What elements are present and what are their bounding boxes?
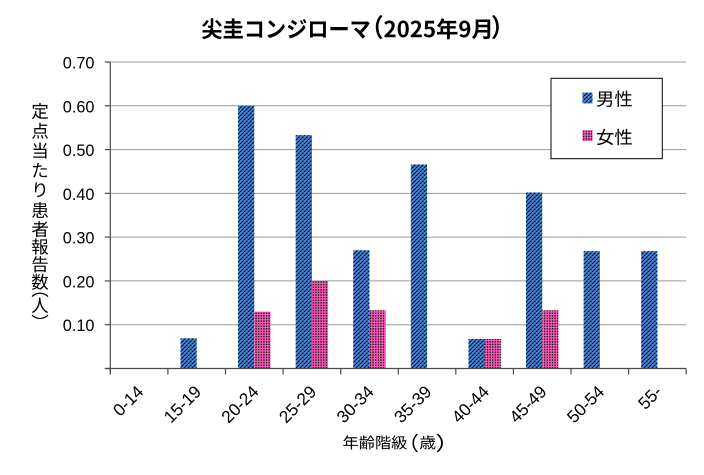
svg-text:0.10: 0.10 (63, 317, 95, 335)
svg-text:0.70: 0.70 (63, 55, 95, 73)
svg-text:0.20: 0.20 (63, 273, 95, 291)
svg-text:0.50: 0.50 (63, 142, 95, 160)
svg-text:0.40: 0.40 (63, 186, 95, 204)
svg-text:0.30: 0.30 (63, 230, 95, 248)
svg-text:0.60: 0.60 (63, 98, 95, 116)
